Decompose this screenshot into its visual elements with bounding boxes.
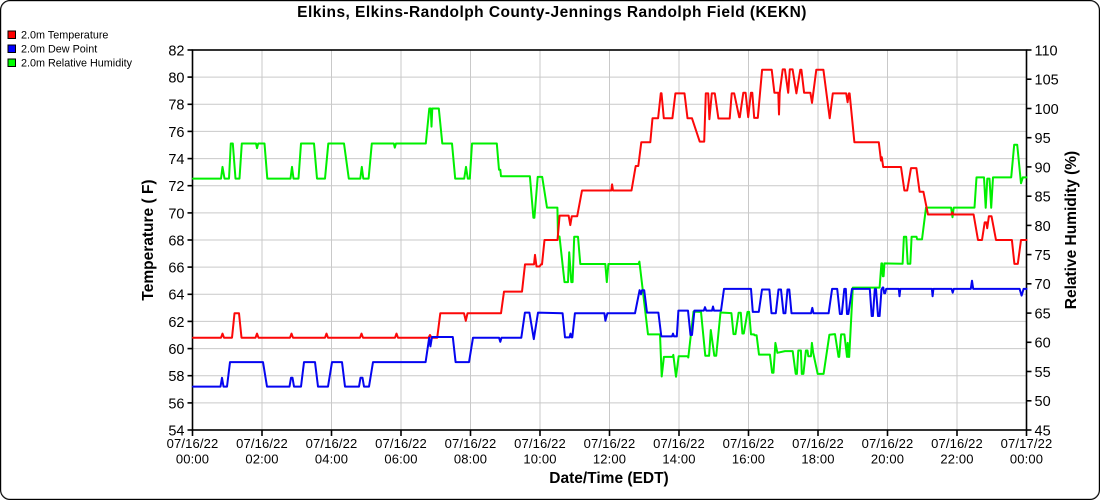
svg-text:18:00: 18:00 xyxy=(801,452,834,467)
svg-text:00:00: 00:00 xyxy=(1010,452,1043,467)
svg-text:Elkins, Elkins-Randolph County: Elkins, Elkins-Randolph County-Jennings … xyxy=(297,4,807,21)
svg-text:90: 90 xyxy=(1035,160,1051,176)
svg-text:56: 56 xyxy=(168,396,184,412)
svg-text:07/16/22: 07/16/22 xyxy=(723,436,775,451)
svg-text:07/16/22: 07/16/22 xyxy=(236,436,288,451)
svg-text:02:00: 02:00 xyxy=(245,452,278,467)
svg-text:Temperature ( F): Temperature ( F) xyxy=(140,179,157,300)
svg-text:64: 64 xyxy=(168,288,184,304)
svg-text:58: 58 xyxy=(168,369,184,385)
svg-text:2.0m Relative Humidity: 2.0m Relative Humidity xyxy=(21,58,133,70)
svg-text:60: 60 xyxy=(168,342,184,358)
svg-text:54: 54 xyxy=(168,423,184,439)
svg-text:07/16/22: 07/16/22 xyxy=(375,436,427,451)
svg-text:04:00: 04:00 xyxy=(315,452,348,467)
svg-text:76: 76 xyxy=(168,125,184,141)
svg-text:07/16/22: 07/16/22 xyxy=(931,436,983,451)
svg-text:75: 75 xyxy=(1035,248,1051,264)
svg-text:06:00: 06:00 xyxy=(384,452,417,467)
svg-text:85: 85 xyxy=(1035,190,1051,206)
svg-text:22:00: 22:00 xyxy=(940,452,973,467)
svg-text:12:00: 12:00 xyxy=(593,452,626,467)
svg-text:00:00: 00:00 xyxy=(176,452,209,467)
svg-text:55: 55 xyxy=(1035,365,1051,381)
svg-text:2.0m Dew Point: 2.0m Dew Point xyxy=(21,44,97,56)
svg-text:50: 50 xyxy=(1035,394,1051,410)
svg-text:16:00: 16:00 xyxy=(732,452,765,467)
svg-text:72: 72 xyxy=(168,179,184,195)
svg-text:66: 66 xyxy=(168,261,184,277)
svg-text:60: 60 xyxy=(1035,336,1051,352)
svg-text:45: 45 xyxy=(1035,423,1051,439)
svg-text:100: 100 xyxy=(1035,102,1059,118)
svg-text:68: 68 xyxy=(168,233,184,249)
svg-text:70: 70 xyxy=(1035,277,1051,293)
svg-text:74: 74 xyxy=(168,152,184,168)
svg-text:62: 62 xyxy=(168,315,184,331)
svg-text:95: 95 xyxy=(1035,131,1051,147)
svg-text:07/16/22: 07/16/22 xyxy=(306,436,358,451)
svg-text:07/16/22: 07/16/22 xyxy=(792,436,844,451)
svg-text:105: 105 xyxy=(1035,73,1059,89)
svg-text:2.0m Temperature: 2.0m Temperature xyxy=(21,30,108,42)
svg-text:Relative Humidity (%): Relative Humidity (%) xyxy=(1063,151,1080,309)
svg-text:80: 80 xyxy=(168,71,184,87)
svg-text:Date/Time (EDT): Date/Time (EDT) xyxy=(549,470,668,487)
svg-text:82: 82 xyxy=(168,43,184,59)
svg-text:07/17/22: 07/17/22 xyxy=(1001,436,1053,451)
svg-text:110: 110 xyxy=(1035,43,1058,59)
svg-text:07/16/22: 07/16/22 xyxy=(167,436,219,451)
svg-text:78: 78 xyxy=(168,98,184,114)
svg-text:20:00: 20:00 xyxy=(871,452,904,467)
svg-text:70: 70 xyxy=(168,206,184,222)
svg-text:07/16/22: 07/16/22 xyxy=(862,436,914,451)
svg-text:07/16/22: 07/16/22 xyxy=(445,436,497,451)
svg-text:07/16/22: 07/16/22 xyxy=(653,436,705,451)
svg-text:08:00: 08:00 xyxy=(454,452,487,467)
svg-text:10:00: 10:00 xyxy=(523,452,556,467)
svg-text:80: 80 xyxy=(1035,219,1051,235)
svg-text:65: 65 xyxy=(1035,307,1051,323)
svg-text:07/16/22: 07/16/22 xyxy=(514,436,566,451)
svg-text:07/16/22: 07/16/22 xyxy=(584,436,636,451)
svg-text:14:00: 14:00 xyxy=(662,452,695,467)
